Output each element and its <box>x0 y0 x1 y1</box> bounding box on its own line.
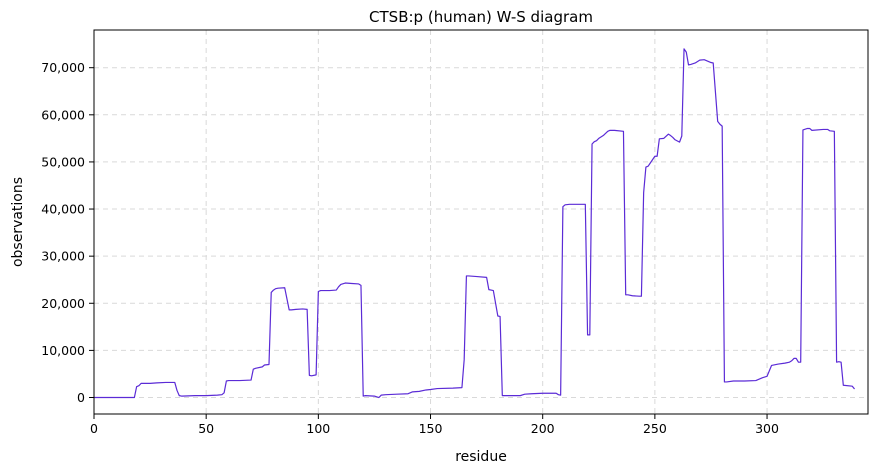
y-tick-label: 0 <box>77 390 85 405</box>
chart-title: CTSB:p (human) W-S diagram <box>369 8 593 26</box>
y-tick-label: 50,000 <box>41 154 85 169</box>
y-tick-label: 20,000 <box>41 296 85 311</box>
y-axis-label: observations <box>10 177 26 267</box>
y-tick-label: 70,000 <box>41 60 85 75</box>
x-tick-label: 0 <box>90 421 98 436</box>
x-tick-label: 50 <box>198 421 214 436</box>
x-tick-label: 150 <box>419 421 443 436</box>
y-axis: 0 10,000 20,000 30,000 40,000 50,000 60,000 70,… <box>41 60 94 405</box>
y-tick-label: 30,000 <box>41 249 85 264</box>
x-tick-label: 250 <box>643 421 667 436</box>
y-tick-label: 60,000 <box>41 107 85 122</box>
x-axis-label: residue <box>455 449 507 465</box>
y-tick-label: 40,000 <box>41 202 85 217</box>
y-tick-label: 10,000 <box>41 343 85 358</box>
grid <box>93 30 868 414</box>
x-tick-label: 300 <box>755 421 779 436</box>
series-line <box>94 48 856 399</box>
x-tick-label: 200 <box>531 421 555 436</box>
plot-frame <box>93 29 869 415</box>
x-tick-label: 100 <box>306 421 330 436</box>
x-axis: 0 50 100 150 200 250 300 <box>90 414 779 436</box>
